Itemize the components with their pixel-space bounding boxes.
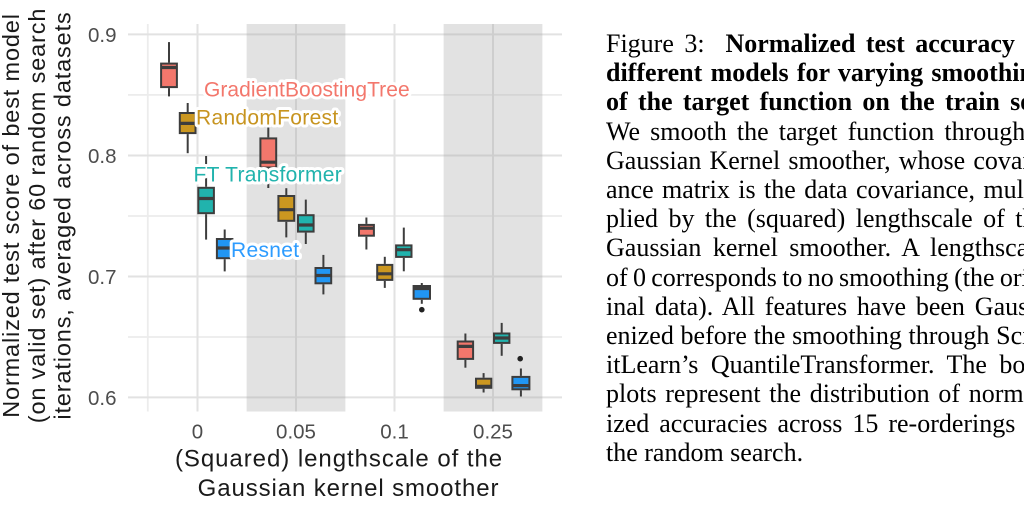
svg-text:0.9: 0.9 <box>88 24 117 47</box>
svg-text:0.25: 0.25 <box>473 421 513 444</box>
svg-text:0.8: 0.8 <box>88 145 117 168</box>
svg-text:Normalized test score of best: Normalized test score of best model <box>0 13 24 418</box>
svg-text:iterations, averaged across da: iterations, averaged across datasets <box>50 11 76 419</box>
svg-text:GradientBoostingTree: GradientBoostingTree <box>204 79 410 102</box>
svg-text:Gaussian kernel smoother: Gaussian kernel smoother <box>198 475 500 502</box>
svg-text:0.05: 0.05 <box>276 421 316 444</box>
svg-text:0.1: 0.1 <box>380 421 409 444</box>
svg-text:0: 0 <box>192 421 203 444</box>
svg-text:(on valid set) after 60 random: (on valid set) after 60 random search <box>24 8 50 423</box>
svg-text:(Squared) lengthscale of the: (Squared) lengthscale of the <box>175 446 503 473</box>
svg-text:Resnet: Resnet <box>231 239 299 262</box>
svg-text:0.7: 0.7 <box>88 266 117 289</box>
svg-text:0.6: 0.6 <box>88 387 117 410</box>
svg-text:RandomForest: RandomForest <box>196 106 339 129</box>
svg-text:FT Transformer: FT Transformer <box>194 163 343 186</box>
